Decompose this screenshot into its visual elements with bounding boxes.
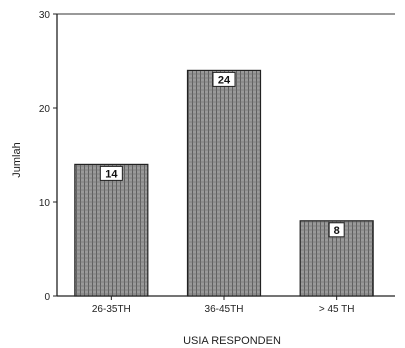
data-label-box [328, 222, 345, 238]
bars: 14 24 8 [74, 69, 374, 297]
y-tick-label: 10 [39, 198, 51, 209]
y-axis-title: Jumlah [11, 142, 23, 177]
data-label: 14 [105, 168, 118, 180]
x-axis-title: USIA RESPONDEN [183, 335, 281, 347]
bar [74, 163, 149, 297]
y-tick-label: 20 [39, 104, 51, 115]
data-label: 24 [218, 74, 231, 86]
data-label: 8 [334, 225, 340, 237]
bar [186, 69, 262, 297]
data-label-box [99, 165, 123, 181]
y-tick-label: 30 [39, 10, 51, 21]
y-tick-label: 0 [44, 292, 50, 303]
x-tick-label: 36-45TH [205, 304, 244, 315]
y-axis: 0 10 20 30 [39, 10, 57, 303]
bar [299, 220, 374, 297]
x-tick-label: 26-35TH [92, 304, 131, 315]
x-tick-label: > 45 TH [319, 304, 355, 315]
x-axis: 26-35TH 36-45TH > 45 TH [92, 296, 355, 315]
data-label-box [212, 71, 236, 87]
